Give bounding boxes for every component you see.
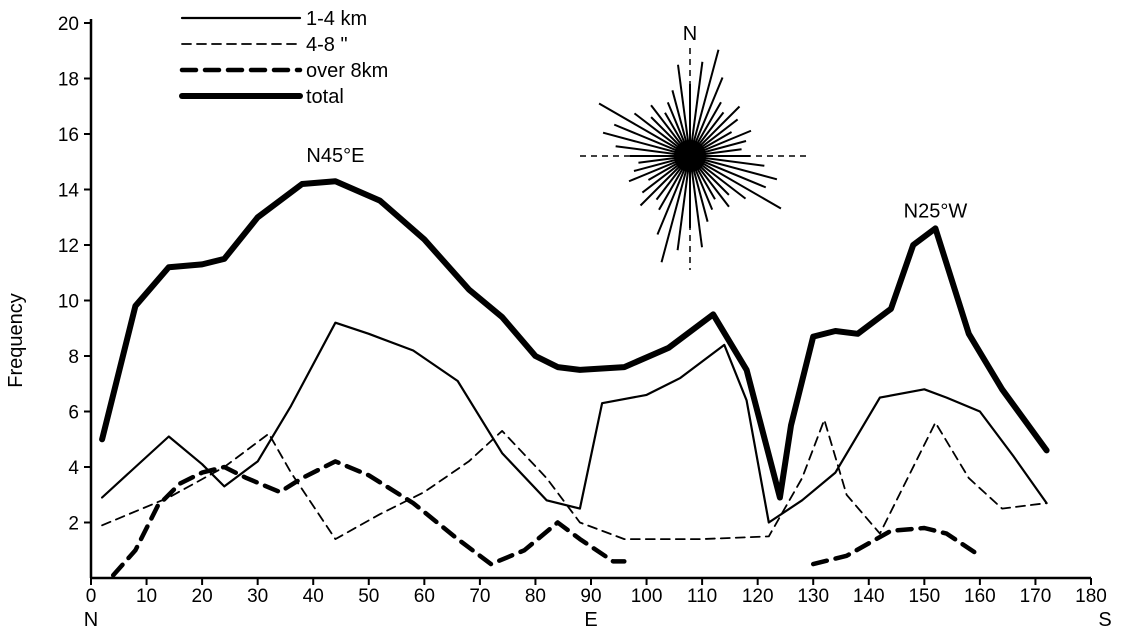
y-tick-label: 10 [58,292,79,313]
x-tick-label: 20 [192,586,213,607]
x-tick-label: 0 [86,586,97,607]
x-tick-label: 130 [797,586,829,607]
x-tick-label: 10 [136,586,157,607]
x-tick-label: 70 [469,586,490,607]
legend-label: over 8km [306,60,388,82]
series-line-2 [110,459,627,578]
y-tick-label: 20 [58,14,79,35]
rose-center [674,140,706,172]
x-tick-label: 60 [414,586,435,607]
peak-annotation: N25°W [904,200,968,222]
y-tick-label: 18 [58,70,79,91]
x-tick-label: 40 [303,586,324,607]
annotations: N45°E N25°W [306,145,967,223]
x-tick-label: 80 [525,586,546,607]
x-tick-label: 100 [631,586,663,607]
y-tick-label: 6 [68,403,79,424]
y-tick-label: 2 [68,514,79,535]
x-tick-label: 120 [742,586,774,607]
x-direction-label: E [584,609,597,631]
legend-label: total [306,86,344,108]
x-tick-label: 50 [358,586,379,607]
x-tick-label: 180 [1075,586,1107,607]
y-tick-label: 8 [68,347,79,368]
rose-north-label: N [683,23,697,45]
x-direction-label: N [84,609,98,631]
legend-label: 4-8 " [306,34,348,56]
x-tick-label: 30 [247,586,268,607]
x-tick-label: 110 [687,586,717,607]
legend: 1-4 km 4-8 " over 8km total [179,8,388,108]
peak-annotation: N45°E [306,145,364,167]
x-tick-label: 140 [853,586,885,607]
x-tick-label: 90 [580,586,601,607]
series-line-1 [101,418,1048,540]
legend-label: 1-4 km [306,8,367,30]
x-tick-label: 160 [964,586,996,607]
y-tick-label: 4 [68,458,79,479]
y-tick-label: 12 [58,236,79,257]
x-tick-label: 170 [1020,586,1052,607]
series-line-4 [99,178,1050,501]
series-line-3 [810,525,983,567]
series-layer [99,178,1050,578]
y-axis-label: Frequency [5,293,27,388]
chart-axes [89,19,1091,580]
x-tick-label: 150 [908,586,940,607]
y-tick-label: 16 [58,125,79,146]
series-line-0 [101,321,1048,524]
x-direction-label: S [1098,609,1111,631]
ticks: 2 4 6 8 10 12 14 16 18 20 0 10 20 30 40 50 60 70 80 90 100 11… [58,14,1112,631]
direction-rose: N [580,23,806,270]
y-tick-label: 14 [58,181,80,202]
